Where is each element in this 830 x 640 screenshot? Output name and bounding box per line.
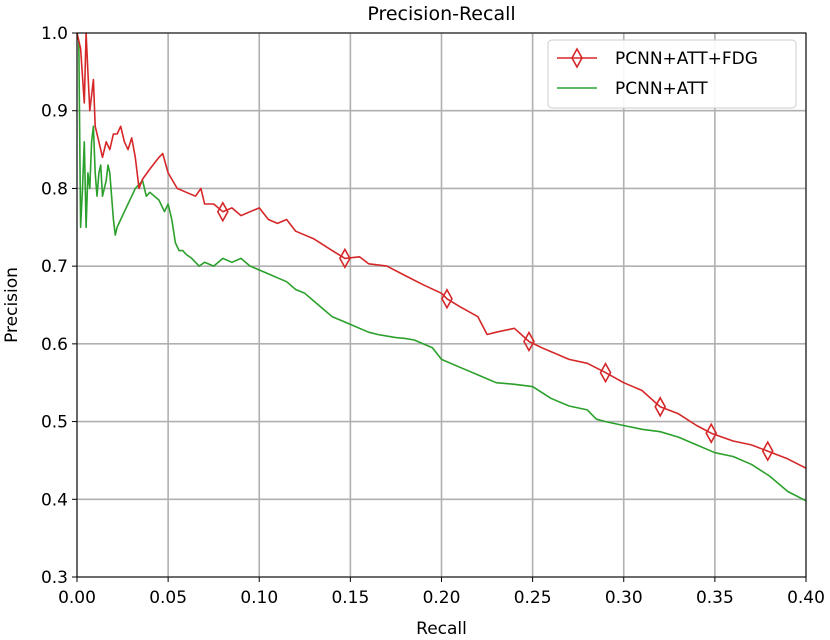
diamond-marker — [338, 247, 351, 270]
y-tick-label: 0.5 — [41, 413, 68, 433]
x-axis-ticks: 0.00 0.05 0.10 0.15 0.20 0.25 0.30 0.35 0.40 — [58, 577, 825, 608]
legend-box — [547, 39, 797, 109]
y-tick-label: 0.3 — [41, 568, 68, 588]
y-tick-label: 0.9 — [41, 102, 68, 122]
legend-label-fdg: PCNN+ATT+FDG — [615, 49, 758, 69]
y-tick-label: 1.0 — [41, 24, 68, 44]
x-tick-label: 0.00 — [58, 588, 96, 608]
legend-diamond-marker — [571, 47, 583, 69]
y-tick-label: 0.4 — [41, 490, 68, 510]
y-axis-ticks: 0.3 0.4 0.5 0.6 0.7 0.8 0.9 1.0 — [41, 24, 77, 588]
y-tick-label: 0.7 — [41, 257, 68, 277]
legend-label-att: PCNN+ATT — [615, 79, 708, 99]
x-tick-label: 0.20 — [423, 588, 461, 608]
x-tick-label: 0.30 — [605, 588, 643, 608]
legend: PCNN+ATT+FDG PCNN+ATT — [547, 39, 797, 109]
x-tick-label: 0.35 — [696, 588, 734, 608]
diamond-marker — [761, 440, 774, 462]
diamond-marker — [216, 201, 229, 223]
diamond-marker — [441, 288, 453, 310]
x-axis-label: Recall — [416, 619, 467, 636]
diamond-marker — [523, 330, 535, 353]
x-tick-label: 0.10 — [240, 588, 278, 608]
y-tick-label: 0.8 — [41, 179, 68, 199]
diamond-marker — [654, 396, 667, 418]
y-axis-label: Precision — [2, 267, 22, 343]
diamond-marker — [705, 422, 718, 444]
x-tick-label: 0.40 — [787, 588, 825, 608]
series-line-pcnn-att — [76, 32, 807, 502]
series-line-pcnn-att-fdg — [76, 32, 807, 469]
x-tick-label: 0.05 — [149, 588, 187, 608]
y-tick-label: 0.6 — [41, 335, 68, 355]
x-tick-label: 0.25 — [514, 588, 552, 608]
series-layer — [76, 32, 807, 502]
diamond-marker — [599, 361, 612, 384]
x-tick-label: 0.15 — [331, 588, 369, 608]
chart-title: Precision-Recall — [367, 3, 515, 25]
